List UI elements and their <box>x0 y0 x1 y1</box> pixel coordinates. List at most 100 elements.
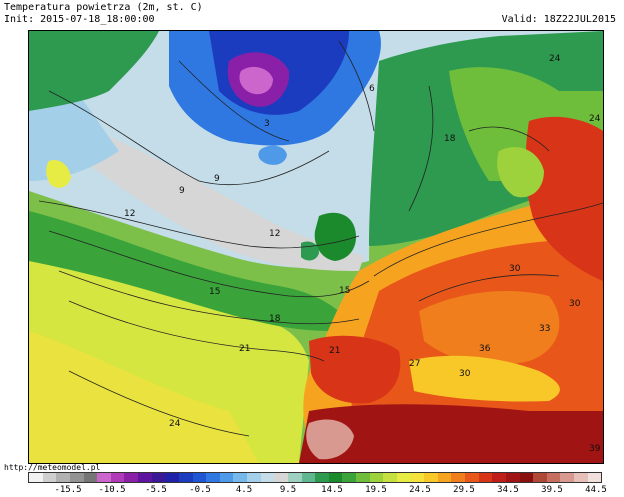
color-swatch <box>369 473 384 482</box>
color-swatch <box>42 473 57 482</box>
scale-tick-label: 39.5 <box>541 485 563 495</box>
color-swatch <box>165 473 179 482</box>
init-time: Init: 2015-07-18_18:00:00 <box>4 14 155 25</box>
isotherm-15 <box>48 230 370 298</box>
color-swatch <box>424 473 438 482</box>
source-url[interactable]: http://meteomodel.pl <box>4 463 101 472</box>
isotherm-27 <box>373 202 603 277</box>
color-swatch <box>356 473 370 482</box>
greenland-cold-peak <box>239 66 273 95</box>
scale-tick-label: 19.5 <box>365 485 387 495</box>
color-swatch <box>29 473 43 482</box>
color-swatch <box>206 473 220 482</box>
scale-tick-label: 24.5 <box>409 485 431 495</box>
color-swatch <box>574 473 588 482</box>
contour-label: 9 <box>214 174 220 184</box>
color-swatch <box>315 473 329 482</box>
color-swatch <box>587 473 602 482</box>
color-swatch <box>83 473 98 482</box>
color-swatch <box>56 473 70 482</box>
color-swatch <box>247 473 261 482</box>
color-scale-ticks: -15.5 -10.5 -5.5 -0.5 4.5 9.5 14.5 19.5 24.5 29.5… <box>28 485 606 496</box>
mediterranean-sea <box>409 355 560 402</box>
color-swatch <box>410 473 425 482</box>
contour-label: 30 <box>569 299 581 309</box>
color-swatch <box>192 473 207 482</box>
isotherm-21 <box>68 300 325 362</box>
color-swatch <box>97 473 111 482</box>
color-swatch <box>560 473 574 482</box>
color-swatch <box>328 473 343 482</box>
map-title: Temperatura powietrza (2m, st. C) <box>4 2 203 13</box>
color-swatch <box>437 473 452 482</box>
isotherm-9 <box>48 90 330 186</box>
color-swatch <box>274 473 288 482</box>
isotherm-18-land <box>468 126 550 152</box>
color-swatch <box>533 473 547 482</box>
color-swatch <box>505 473 520 482</box>
color-swatch <box>546 473 561 482</box>
color-swatch <box>383 473 397 482</box>
contour-label: 36 <box>479 344 491 354</box>
color-swatch <box>465 473 479 482</box>
canada-north <box>29 31 159 111</box>
isotherm-24 <box>68 370 250 437</box>
midlat-green-band <box>29 211 359 341</box>
subtropical-ocean-inner <box>29 331 259 463</box>
contour-label: 15 <box>339 286 350 296</box>
newfoundland-warm <box>46 159 71 188</box>
scale-tick-label: -15.5 <box>54 485 82 495</box>
contour-label: 12 <box>124 209 135 219</box>
color-swatch <box>178 473 193 482</box>
color-swatch <box>478 473 493 482</box>
color-scale <box>28 472 602 483</box>
contour-label: 18 <box>269 314 281 324</box>
contour-label: 39 <box>589 444 601 454</box>
color-swatch <box>233 473 247 482</box>
contour-label: 12 <box>269 229 280 239</box>
scale-tick-label: 44.5 <box>585 485 607 495</box>
valid-time: Valid: 18Z22JUL2015 <box>501 14 616 25</box>
isotherm-30 <box>418 274 560 302</box>
scale-tick-label: 14.5 <box>321 485 343 495</box>
contour-label: 30 <box>459 369 471 379</box>
contour-label: 27 <box>409 359 420 369</box>
isotherm-15-land <box>408 85 434 212</box>
color-swatch <box>492 473 506 482</box>
color-swatch <box>151 473 166 482</box>
scale-tick-label: -0.5 <box>189 485 211 495</box>
contour-label: 15 <box>209 287 220 297</box>
contour-label: 21 <box>239 344 250 354</box>
isotherm-3 <box>178 60 290 142</box>
contour-label: 3 <box>264 119 270 129</box>
contour-label: 24 <box>549 54 561 64</box>
scale-tick-label: 9.5 <box>279 485 297 495</box>
scale-tick-label: 4.5 <box>235 485 253 495</box>
contour-label: 33 <box>539 324 550 334</box>
iberia <box>309 335 401 404</box>
color-swatch <box>138 473 152 482</box>
contour-label: 6 <box>369 84 375 94</box>
atlas-mountains <box>306 419 354 460</box>
scale-tick-label: -5.5 <box>145 485 167 495</box>
isotherm-18 <box>58 270 360 325</box>
british-isles <box>314 212 357 261</box>
north-africa <box>299 404 603 463</box>
color-swatch <box>301 473 316 482</box>
contour-label: 21 <box>329 346 340 356</box>
cool-ocean-grey <box>69 121 364 271</box>
color-swatch <box>110 473 125 482</box>
color-swatch <box>451 473 465 482</box>
contour-label: 9 <box>179 186 185 196</box>
contour-label: 18 <box>444 134 456 144</box>
contour-label: 24 <box>589 114 601 124</box>
color-swatch <box>69 473 84 482</box>
isotherm-12 <box>38 200 360 249</box>
color-swatch <box>519 473 534 482</box>
temperature-map: 3 6 9 9 12 12 15 15 18 18 21 21 24 24 24 27 30 30 30 33 36 39 <box>28 30 604 464</box>
contour-label: 30 <box>509 264 521 274</box>
color-swatch <box>124 473 138 482</box>
color-swatch <box>260 473 275 482</box>
